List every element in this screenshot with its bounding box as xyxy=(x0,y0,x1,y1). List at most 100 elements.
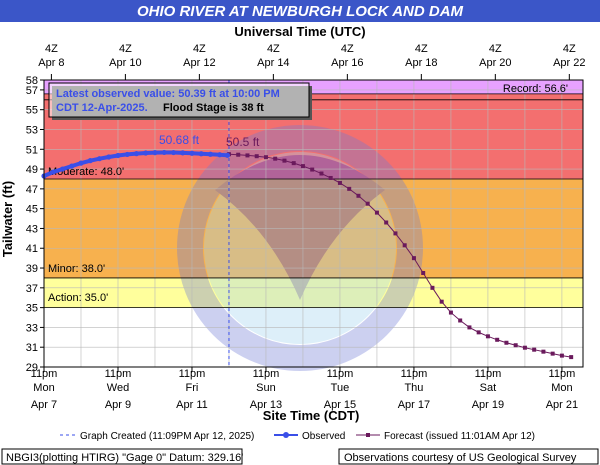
bottom-tick-date: Apr 7 xyxy=(31,399,57,411)
top-tick-hour: 4Z xyxy=(45,43,58,55)
major-band xyxy=(44,93,583,100)
footer-right-box xyxy=(338,448,599,465)
bottom-tick-weekday: Thu xyxy=(404,382,423,394)
bottom-tick-weekday: Fri xyxy=(186,382,199,394)
observed-point xyxy=(133,151,140,157)
y-tick-label: 51 xyxy=(26,144,38,156)
legend-forecast-label: Forecast (issued 11:01AM Apr 12) xyxy=(384,431,535,442)
forecast-point xyxy=(393,231,398,236)
bottom-tick-date: Apr 19 xyxy=(472,399,504,411)
stage-labels: Record: 56.6' Moderate: 48.0' Minor: 38.… xyxy=(48,83,568,304)
observed-point xyxy=(115,152,121,159)
bottom-tick-time: 11pm xyxy=(549,368,576,380)
latest-observation-box: Latest observed value: 50.39 ft at 10:00… xyxy=(48,82,312,120)
forecast-crest-label: 50.5 ft xyxy=(226,135,260,149)
legend: Graph Created (11:09PM Apr 12, 2025) Obs… xyxy=(60,431,535,442)
top-tick-date: Apr 22 xyxy=(553,57,585,69)
top-tick-hour: 4Z xyxy=(415,43,428,55)
observed-point xyxy=(50,169,56,175)
observed-point xyxy=(106,154,112,160)
info-line-1: Latest observed value: 50.39 ft at 10:00… xyxy=(56,88,280,100)
top-tick-hour: 4Z xyxy=(267,43,280,55)
bottom-tick-weekday: Mon xyxy=(33,382,54,394)
forecast-point xyxy=(467,325,472,330)
y-tick-label: 57 xyxy=(26,85,38,97)
legend-observed-dot xyxy=(283,432,289,438)
forecast-point xyxy=(541,349,546,354)
forecast-point xyxy=(421,270,426,275)
bottom-tick-weekday: Mon xyxy=(551,382,572,394)
observed-point xyxy=(161,149,167,156)
y-tick-label: 37 xyxy=(26,283,38,295)
forecast-point xyxy=(569,355,574,360)
info-box-bg xyxy=(48,82,310,118)
y-tick-label: 31 xyxy=(26,342,38,354)
y-tick-label: 39 xyxy=(26,263,38,275)
bottom-tick-weekday: Wed xyxy=(107,382,129,394)
legend-graph-created-label: Graph Created (11:09PM Apr 12, 2025) xyxy=(80,431,254,442)
forecast-point xyxy=(384,220,389,225)
observed-point xyxy=(69,163,75,169)
top-tick-date: Apr 20 xyxy=(479,57,511,69)
forecast-point xyxy=(282,158,287,163)
forecast-point xyxy=(263,155,268,160)
forecast-point xyxy=(411,256,416,261)
observed-point xyxy=(198,151,204,157)
watermark-bird xyxy=(215,155,385,300)
forecast-point xyxy=(448,310,453,315)
plot-border xyxy=(43,79,584,368)
bottom-tick-weekday: Sun xyxy=(256,382,276,394)
y-tick-label: 33 xyxy=(26,322,38,334)
chart-title: OHIO RIVER AT NEWBURGH LOCK AND DAM xyxy=(137,3,464,20)
top-axis-ticks: 4Z Apr 8 4Z Apr 10 4Z Apr 12 4Z Apr 14 4Z Apr 16 4… xyxy=(38,43,586,80)
forecast-point xyxy=(347,186,352,191)
info-line-2-date: CDT 12-Apr-2025. xyxy=(56,102,148,114)
forecast-point xyxy=(365,201,370,206)
forecast-point xyxy=(522,345,527,350)
forecast-point xyxy=(236,152,241,157)
y-tick-label: 41 xyxy=(26,243,38,255)
forecast-point xyxy=(532,347,537,352)
legend-observed-label: Observed xyxy=(302,431,345,442)
footer-datum-text: NBGI3(plotting HTIRG) "Gage 0" Datum: 32… xyxy=(6,452,243,464)
bottom-tick-date: Apr 15 xyxy=(324,399,356,411)
top-tick-date: Apr 14 xyxy=(257,57,289,69)
top-tick-hour: 4Z xyxy=(489,43,502,55)
forecast-point xyxy=(559,353,564,358)
y-tick-label: 55 xyxy=(26,105,38,117)
forecast-point xyxy=(300,164,305,169)
forecast-series xyxy=(226,152,574,360)
top-tick-hour: 4Z xyxy=(193,43,206,55)
y-tick-label: 49 xyxy=(26,164,38,176)
bottom-tick-time: 11pm xyxy=(401,368,428,380)
observed-point xyxy=(189,150,195,156)
bottom-tick-weekday: Sat xyxy=(480,382,497,394)
forecast-point xyxy=(291,161,296,166)
y-tick-label: 29 xyxy=(26,362,38,374)
top-tick-hour: 4Z xyxy=(341,43,354,55)
bottom-tick-time: 11pm xyxy=(475,368,502,380)
observed-point xyxy=(96,156,103,162)
bottom-tick-time: 11pm xyxy=(253,368,280,380)
bottom-tick-date: Apr 17 xyxy=(398,399,430,411)
forecast-point xyxy=(319,171,324,176)
forecast-point xyxy=(430,285,435,290)
bottom-tick-time: 11pm xyxy=(179,368,206,380)
observed-point xyxy=(170,149,177,156)
forecast-point xyxy=(513,343,518,348)
observed-point xyxy=(124,151,130,158)
bottom-tick-date: Apr 11 xyxy=(176,399,208,411)
top-tick-date: Apr 8 xyxy=(38,57,64,69)
bottom-axis-ticks: 11pm Mon Apr 7 11pm Wed Apr 9 11pm Fri Apr 11 11p… xyxy=(31,367,578,411)
action-stage-label: Action: 35.0' xyxy=(48,292,108,304)
forecast-point xyxy=(356,193,361,198)
record-stage-label: Record: 56.6' xyxy=(503,83,568,95)
forecast-point xyxy=(439,299,444,304)
forecast-point xyxy=(374,210,379,215)
bottom-tick-time: 11pm xyxy=(327,368,354,380)
observed-point xyxy=(224,152,231,158)
y-tick-label: 45 xyxy=(26,204,38,216)
footer-credit-text: Observations courtesy of US Geological S… xyxy=(344,452,577,464)
top-tick-date: Apr 12 xyxy=(183,57,215,69)
